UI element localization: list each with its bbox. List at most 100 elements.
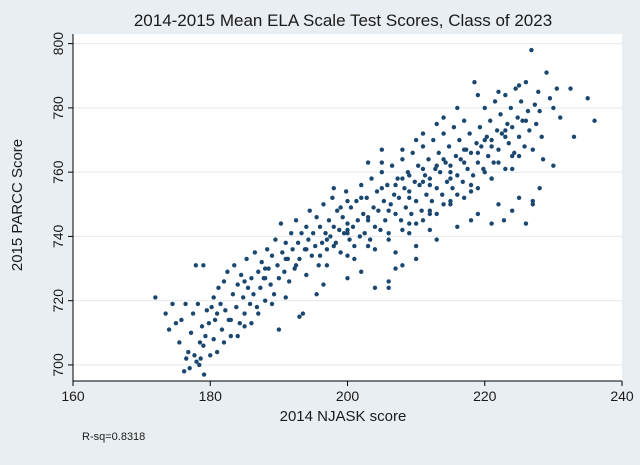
data-point-294 bbox=[475, 211, 481, 217]
data-point-21 bbox=[201, 372, 207, 377]
data-point-60 bbox=[268, 282, 273, 287]
data-point-113 bbox=[359, 182, 364, 188]
data-point-122 bbox=[374, 189, 380, 194]
data-point-191 bbox=[492, 99, 498, 104]
data-point-172 bbox=[460, 179, 465, 184]
data-point-155 bbox=[431, 137, 436, 143]
data-point-320 bbox=[304, 272, 309, 278]
y-tick-label-780: 780 bbox=[50, 96, 66, 120]
data-point-263 bbox=[427, 208, 433, 213]
data-point-50 bbox=[251, 292, 256, 297]
data-point-204 bbox=[515, 115, 520, 120]
data-point-161 bbox=[441, 131, 446, 136]
data-point-10 bbox=[187, 365, 192, 371]
data-point-139 bbox=[403, 205, 409, 210]
data-point-276 bbox=[461, 147, 467, 152]
data-point-274 bbox=[420, 166, 426, 172]
data-point-213 bbox=[530, 202, 535, 207]
data-point-27 bbox=[211, 295, 216, 300]
data-point-54 bbox=[258, 285, 263, 291]
data-point-96 bbox=[330, 195, 335, 201]
data-point-233 bbox=[314, 292, 319, 297]
y-tick-label-720: 720 bbox=[50, 289, 66, 313]
data-point-302 bbox=[530, 198, 535, 204]
data-point-110 bbox=[354, 198, 359, 204]
data-point-327 bbox=[317, 253, 323, 258]
data-point-241 bbox=[211, 337, 216, 342]
data-point-147 bbox=[417, 182, 422, 188]
data-point-51 bbox=[252, 250, 258, 255]
data-point-93 bbox=[324, 247, 330, 252]
data-point-316 bbox=[413, 137, 419, 143]
data-point-287 bbox=[468, 189, 474, 194]
data-point-284 bbox=[407, 221, 412, 226]
data-point-23 bbox=[204, 308, 210, 313]
data-point-224 bbox=[558, 115, 563, 120]
data-point-270 bbox=[338, 205, 343, 210]
data-point-189 bbox=[489, 137, 494, 143]
data-point-129 bbox=[386, 285, 391, 291]
data-point-268 bbox=[496, 160, 501, 165]
data-point-17 bbox=[197, 362, 202, 368]
data-point-246 bbox=[379, 147, 385, 152]
data-point-223 bbox=[554, 86, 560, 91]
data-point-1 bbox=[163, 311, 168, 316]
data-point-201 bbox=[510, 124, 515, 130]
data-point-200 bbox=[508, 105, 514, 111]
data-point-347 bbox=[283, 256, 288, 262]
data-point-280 bbox=[324, 263, 330, 268]
data-point-86 bbox=[313, 243, 318, 249]
data-point-336 bbox=[475, 150, 481, 156]
data-point-104 bbox=[343, 189, 349, 194]
data-point-225 bbox=[568, 86, 573, 91]
data-point-16 bbox=[195, 301, 201, 307]
data-point-275 bbox=[441, 157, 446, 162]
data-point-250 bbox=[434, 211, 439, 217]
data-point-163 bbox=[444, 179, 450, 184]
data-point-31 bbox=[218, 301, 223, 307]
data-point-61 bbox=[269, 253, 275, 258]
data-point-252 bbox=[461, 195, 467, 201]
data-point-310 bbox=[420, 131, 426, 136]
data-point-47 bbox=[245, 285, 251, 291]
data-point-326 bbox=[221, 340, 227, 345]
data-point-267 bbox=[482, 169, 487, 175]
data-point-128 bbox=[385, 182, 390, 188]
data-point-38 bbox=[230, 292, 236, 297]
data-point-94 bbox=[326, 218, 332, 223]
data-point-187 bbox=[485, 153, 491, 159]
data-point-39 bbox=[232, 263, 237, 268]
data-point-279 bbox=[523, 118, 529, 123]
data-point-89 bbox=[317, 224, 323, 229]
data-point-285 bbox=[427, 211, 433, 217]
data-point-42 bbox=[237, 320, 242, 326]
data-point-141 bbox=[407, 189, 412, 194]
data-point-293 bbox=[455, 224, 460, 229]
data-point-186 bbox=[484, 134, 490, 140]
data-point-35 bbox=[225, 269, 230, 274]
data-point-138 bbox=[402, 186, 407, 191]
x-tick-label-220: 220 bbox=[473, 388, 497, 404]
y-axis-ticks: 700 720 740 760 780 800 bbox=[50, 32, 73, 377]
data-point-85 bbox=[310, 231, 316, 236]
data-point-45 bbox=[242, 311, 247, 316]
data-point-292 bbox=[434, 237, 439, 242]
data-point-228 bbox=[592, 118, 597, 123]
data-point-183 bbox=[479, 144, 484, 149]
data-point-112 bbox=[357, 234, 363, 239]
data-point-134 bbox=[395, 176, 400, 181]
data-point-256 bbox=[516, 153, 522, 159]
data-point-342 bbox=[386, 208, 391, 213]
data-point-211 bbox=[527, 128, 532, 133]
data-point-18 bbox=[198, 356, 203, 361]
data-point-130 bbox=[388, 202, 393, 207]
y-tick-label-700: 700 bbox=[50, 353, 66, 377]
data-point-118 bbox=[367, 237, 373, 242]
data-point-160 bbox=[440, 192, 445, 197]
data-point-8 bbox=[183, 301, 188, 307]
data-point-149 bbox=[420, 144, 426, 149]
data-point-235 bbox=[262, 275, 268, 281]
data-point-197 bbox=[503, 92, 508, 98]
data-point-334 bbox=[448, 176, 453, 181]
data-point-125 bbox=[379, 169, 385, 175]
